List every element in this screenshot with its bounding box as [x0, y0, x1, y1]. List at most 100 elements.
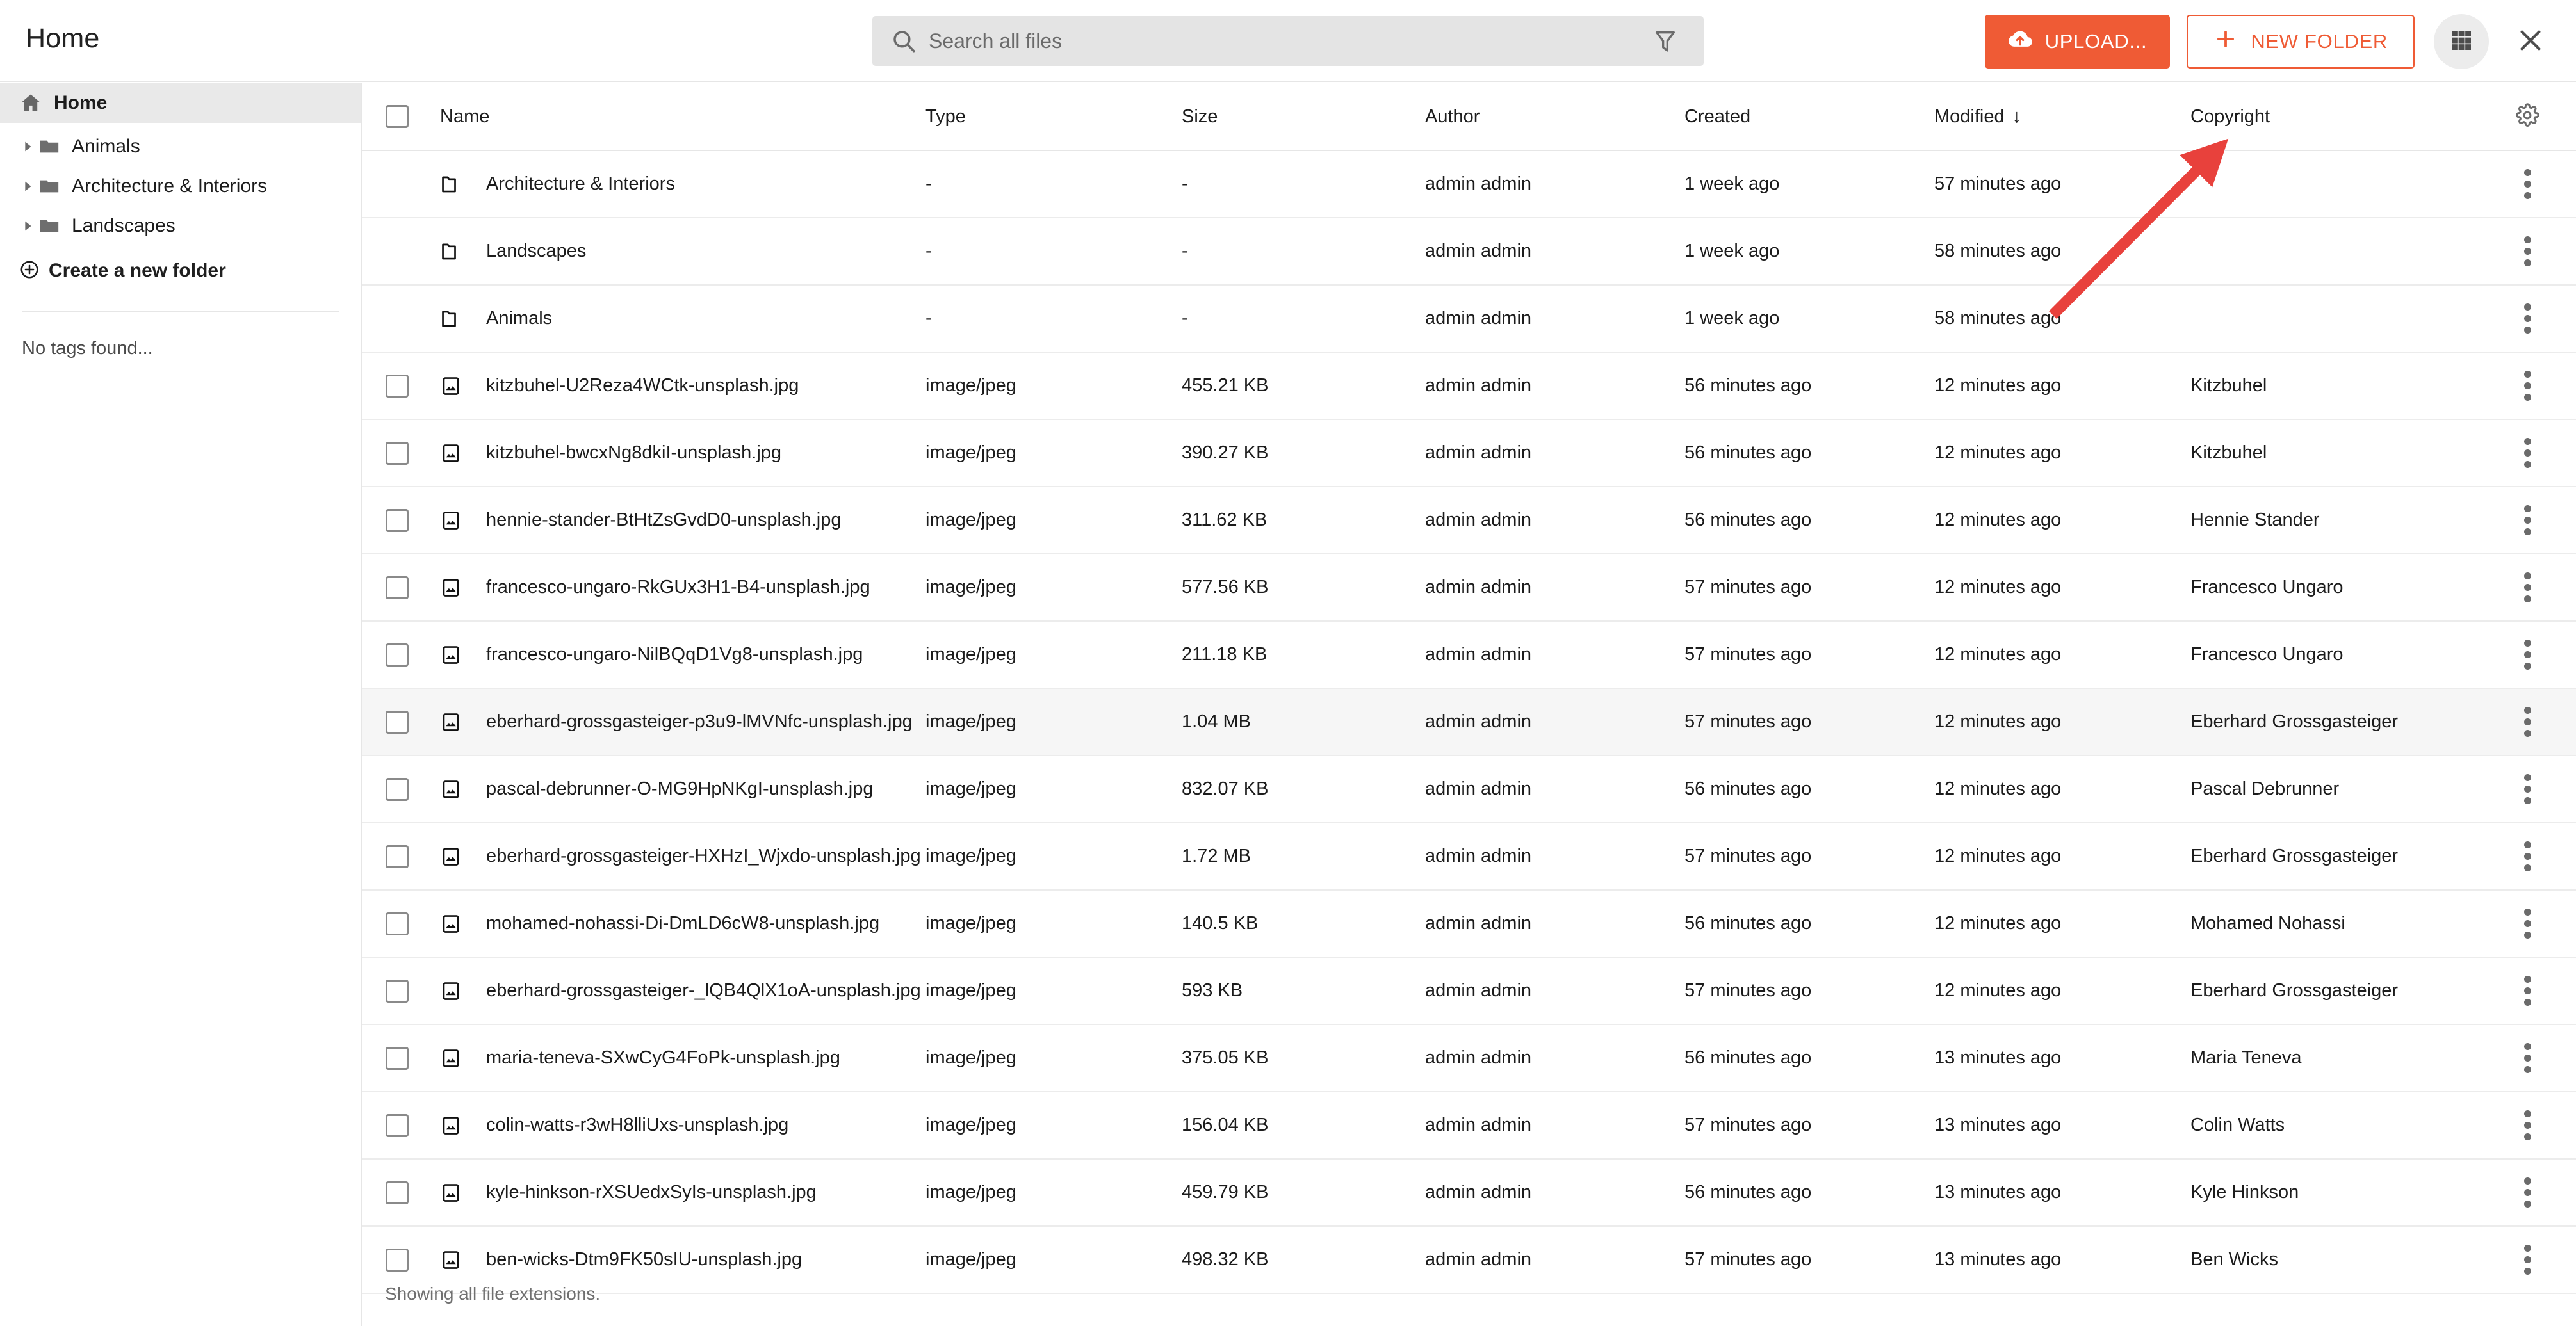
column-header-name[interactable]: Name [440, 106, 490, 127]
new-folder-button[interactable]: NEW FOLDER [2187, 15, 2415, 69]
row-checkbox[interactable] [386, 979, 409, 1003]
row-checkbox-cell[interactable] [362, 441, 432, 465]
search-input[interactable] [929, 29, 1652, 53]
row-menu-button[interactable] [2479, 230, 2576, 273]
cell-name[interactable]: colin-watts-r3wH8lliUxs-unsplash.jpg [432, 1115, 925, 1136]
cell-name[interactable]: ben-wicks-Dtm9FK50sIU-unsplash.jpg [432, 1249, 925, 1271]
table-row[interactable]: Architecture & Interiors - - admin admin 1 w… [362, 151, 2576, 218]
cell-name[interactable]: kitzbuhel-bwcxNg8dkiI-unsplash.jpg [432, 442, 925, 464]
table-row[interactable]: pascal-debrunner-O-MG9HpNKgI-unsplash.jp… [362, 756, 2576, 823]
row-checkbox-cell[interactable] [362, 845, 432, 868]
cell-name[interactable]: eberhard-grossgasteiger-HXHzI_Wjxdo-unsp… [432, 846, 925, 868]
row-menu-button[interactable] [2479, 432, 2576, 474]
sidebar-item-landscapes[interactable]: Landscapes [0, 206, 361, 246]
row-checkbox-cell[interactable] [362, 576, 432, 599]
row-checkbox[interactable] [386, 508, 409, 532]
close-button[interactable] [2503, 14, 2558, 69]
table-row[interactable]: mohamed-nohassi-Di-DmLD6cW8-unsplash.jpg… [362, 891, 2576, 958]
row-checkbox-cell[interactable] [362, 1181, 432, 1204]
row-checkbox[interactable] [386, 441, 409, 465]
row-checkbox[interactable] [386, 1046, 409, 1070]
row-checkbox[interactable] [386, 643, 409, 667]
cell-name[interactable]: Architecture & Interiors [432, 174, 925, 195]
cell-name[interactable]: pascal-debrunner-O-MG9HpNKgI-unsplash.jp… [432, 779, 925, 800]
row-checkbox-cell[interactable] [362, 710, 432, 734]
cell-name[interactable]: mohamed-nohassi-Di-DmLD6cW8-unsplash.jpg [432, 913, 925, 935]
row-checkbox-cell[interactable] [362, 1248, 432, 1272]
cell-name[interactable]: maria-teneva-SXwCyG4FoPk-unsplash.jpg [432, 1047, 925, 1069]
row-checkbox-cell[interactable] [362, 1046, 432, 1070]
chevron-right-icon[interactable] [17, 179, 38, 193]
row-checkbox-cell[interactable] [362, 1113, 432, 1137]
row-menu-button[interactable] [2479, 700, 2576, 743]
row-checkbox-cell[interactable] [362, 912, 432, 935]
cell-name[interactable]: kyle-hinkson-rXSUedxSyIs-unsplash.jpg [432, 1182, 925, 1204]
table-row[interactable]: Landscapes - - admin admin 1 week ago 58 minu… [362, 218, 2576, 286]
row-menu-button[interactable] [2479, 499, 2576, 542]
cell-name[interactable]: eberhard-grossgasteiger-p3u9-lMVNfc-unsp… [432, 711, 925, 733]
row-checkbox-cell[interactable] [362, 643, 432, 667]
table-row[interactable]: maria-teneva-SXwCyG4FoPk-unsplash.jpg ima… [362, 1025, 2576, 1092]
cell-name[interactable]: hennie-stander-BtHtZsGvdD0-unsplash.jpg [432, 510, 925, 531]
row-checkbox-cell[interactable] [362, 777, 432, 801]
row-menu-button[interactable] [2479, 1037, 2576, 1079]
table-row[interactable]: kitzbuhel-U2Reza4WCtk-unsplash.jpg image/… [362, 353, 2576, 420]
column-header-size[interactable]: Size [1182, 106, 1218, 127]
column-header-copyright[interactable]: Copyright [2190, 106, 2270, 127]
filter-icon[interactable] [1652, 28, 1678, 54]
row-menu-button[interactable] [2479, 835, 2576, 878]
chevron-right-icon[interactable] [17, 219, 38, 233]
row-checkbox[interactable] [386, 777, 409, 801]
row-menu-button[interactable] [2479, 1238, 2576, 1281]
row-checkbox[interactable] [386, 1248, 409, 1272]
row-checkbox[interactable] [386, 1181, 409, 1204]
row-checkbox[interactable] [386, 710, 409, 734]
select-all-checkbox-cell[interactable] [362, 105, 432, 128]
table-row[interactable]: hennie-stander-BtHtZsGvdD0-unsplash.jpg i… [362, 487, 2576, 554]
row-checkbox[interactable] [386, 374, 409, 398]
table-row[interactable]: francesco-ungaro-NilBQqD1Vg8-unsplash.jp… [362, 622, 2576, 689]
create-new-folder-button[interactable]: Create a new folder [0, 251, 361, 291]
row-menu-button[interactable] [2479, 768, 2576, 811]
search-bar[interactable] [872, 16, 1704, 66]
row-checkbox[interactable] [386, 845, 409, 868]
row-menu-button[interactable] [2479, 364, 2576, 407]
cell-name[interactable]: francesco-ungaro-NilBQqD1Vg8-unsplash.jp… [432, 644, 925, 666]
row-menu-button[interactable] [2479, 163, 2576, 206]
cell-name[interactable]: Landscapes [432, 241, 925, 263]
upload-button[interactable]: UPLOAD... [1984, 15, 2171, 69]
table-row[interactable]: eberhard-grossgasteiger-p3u9-lMVNfc-unsp… [362, 689, 2576, 756]
row-checkbox-cell[interactable] [362, 508, 432, 532]
select-all-checkbox[interactable] [386, 105, 409, 128]
column-header-modified[interactable]: Modified ↓ [1934, 106, 2190, 127]
sidebar-item-home[interactable]: Home [0, 83, 361, 123]
table-row[interactable]: kyle-hinkson-rXSUedxSyIs-unsplash.jpg ima… [362, 1160, 2576, 1227]
cell-name[interactable]: francesco-ungaro-RkGUx3H1-B4-unsplash.jp… [432, 577, 925, 599]
table-row[interactable]: kitzbuhel-bwcxNg8dkiI-unsplash.jpg image/… [362, 420, 2576, 487]
table-row[interactable]: eberhard-grossgasteiger-HXHzI_Wjxdo-unsp… [362, 823, 2576, 891]
table-row[interactable]: Animals - - admin admin 1 week ago 58 minutes… [362, 286, 2576, 353]
column-settings-button[interactable] [2479, 102, 2576, 131]
row-menu-button[interactable] [2479, 297, 2576, 340]
row-checkbox[interactable] [386, 912, 409, 935]
cell-name[interactable]: Animals [432, 308, 925, 330]
chevron-right-icon[interactable] [17, 140, 38, 154]
table-row[interactable]: colin-watts-r3wH8lliUxs-unsplash.jpg imag… [362, 1092, 2576, 1160]
column-header-created[interactable]: Created [1684, 106, 1751, 127]
row-checkbox[interactable] [386, 576, 409, 599]
sidebar-item-animals[interactable]: Animals [0, 127, 361, 166]
cell-name[interactable]: kitzbuhel-U2Reza4WCtk-unsplash.jpg [432, 375, 925, 397]
table-row[interactable]: eberhard-grossgasteiger-_lQB4QlX1oA-unsp… [362, 958, 2576, 1025]
row-menu-button[interactable] [2479, 633, 2576, 676]
cell-name[interactable]: eberhard-grossgasteiger-_lQB4QlX1oA-unsp… [432, 980, 925, 1002]
row-checkbox-cell[interactable] [362, 979, 432, 1003]
table-row[interactable]: francesco-ungaro-RkGUx3H1-B4-unsplash.jp… [362, 554, 2576, 622]
row-checkbox[interactable] [386, 1113, 409, 1137]
row-menu-button[interactable] [2479, 1104, 2576, 1147]
table-row[interactable]: ben-wicks-Dtm9FK50sIU-unsplash.jpg image/… [362, 1227, 2576, 1294]
sidebar-item-architecture-interiors[interactable]: Architecture & Interiors [0, 166, 361, 206]
row-menu-button[interactable] [2479, 566, 2576, 609]
row-checkbox-cell[interactable] [362, 374, 432, 398]
row-menu-button[interactable] [2479, 1171, 2576, 1214]
grid-view-button[interactable] [2434, 14, 2489, 69]
